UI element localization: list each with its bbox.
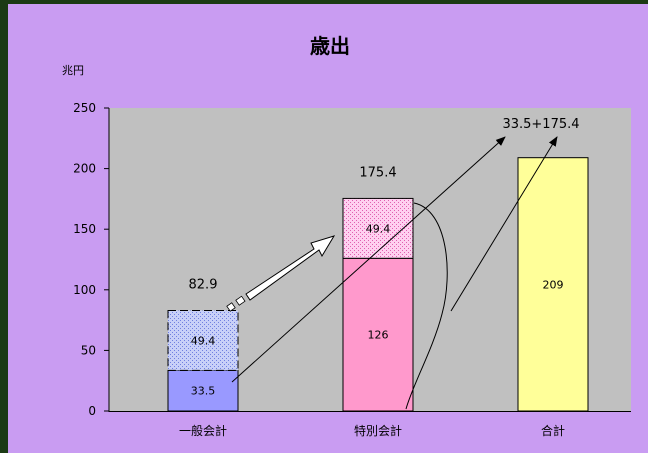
transfer-arrow: [226, 235, 336, 312]
bars-group: 33.5 49.4 82.9 126 49.4 175.4 209: [167, 157, 589, 412]
x-category-label: 一般会計: [179, 423, 227, 438]
chart-svg: 歳出 兆円 0 50 100 150 200 250 33.5 49.4 82.9 126 49.…: [62, 34, 631, 438]
brace-curve: [405, 202, 448, 410]
arrow-line-2: [450, 136, 558, 312]
x-category-label: 合計: [541, 423, 565, 438]
chart-panel: 歳出 兆円 0 50 100 150 200 250 33.5 49.4 82.9 126 49.…: [8, 4, 648, 453]
arrow-line-1: [231, 136, 506, 383]
bar-segment: [167, 369, 239, 412]
bar-total-label: 82.9: [189, 278, 218, 293]
y-tick-label: 200: [73, 162, 96, 176]
x-category-label: 特別会計: [354, 423, 402, 438]
y-tick-label: 100: [73, 283, 96, 297]
bar-total-label: 175.4: [359, 165, 396, 180]
bar-value-label: 126: [368, 329, 389, 342]
bar-value-label: 49.4: [366, 222, 391, 235]
y-axis-unit-label: 兆円: [62, 64, 84, 77]
bar-value-label: 33.5: [191, 385, 216, 398]
y-tick-label: 50: [81, 343, 96, 357]
bar-value-label: 49.4: [191, 334, 216, 347]
y-tick-label: 150: [73, 222, 96, 236]
sum-annotation: 33.5+175.4: [502, 117, 579, 132]
y-tick-label: 0: [88, 404, 96, 418]
bar-segment: [167, 310, 239, 371]
x-axis-labels: 一般会計 特別会計 合計: [179, 423, 565, 438]
bar-segment: [517, 157, 589, 412]
bar-value-label: 209: [543, 278, 564, 291]
y-tick-label: 250: [73, 101, 96, 115]
bar-segment: [342, 197, 414, 259]
chart-title: 歳出: [310, 34, 350, 58]
bar-segment: [342, 257, 414, 412]
y-axis-ticks: 0 50 100 150 200 250: [73, 101, 109, 418]
